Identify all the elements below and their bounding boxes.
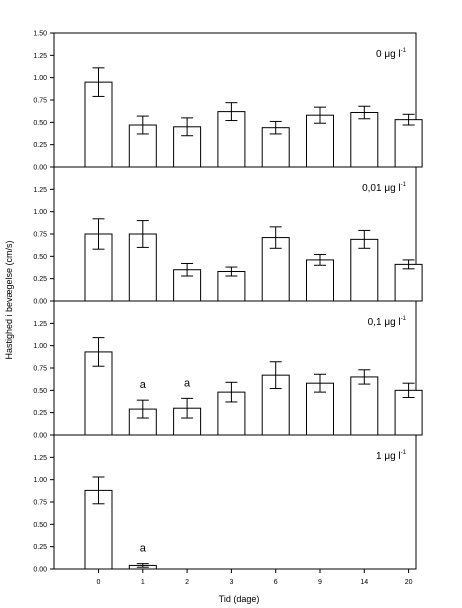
- y-tick-label: 0.50: [33, 388, 47, 395]
- bar: [394, 263, 423, 302]
- concentration-label: 0,01 μg l-1: [362, 182, 407, 194]
- y-axis-title: Hastighed i bevægelse (cm/s): [4, 240, 14, 359]
- concentration-label: 0 μg l-1: [376, 48, 407, 60]
- bar: [306, 114, 334, 168]
- y-tick-label: 0.25: [33, 276, 47, 283]
- panel-3: 0.00 0.25 0.50 0.75 1.00 1.25 a a 0,1 μg l-1: [33, 300, 423, 440]
- y-tick-label: 0.50: [33, 522, 47, 529]
- significance-letter: a: [184, 377, 191, 389]
- x-tick-label: 2: [185, 579, 189, 586]
- y-tick-label: 0.25: [33, 142, 47, 149]
- x-tick-label: 9: [318, 579, 322, 586]
- y-tick-label: 0.50: [33, 254, 47, 261]
- y-tick-label: 0.25: [33, 410, 47, 417]
- y-tick-label: 1.25: [33, 187, 47, 194]
- y-tick-label: 0.75: [33, 232, 47, 239]
- bar: [350, 376, 379, 436]
- y-tick-label: 0.75: [33, 98, 47, 105]
- significance-letter: a: [140, 379, 147, 391]
- y-tick-label: 0.00: [33, 165, 47, 172]
- y-tick-label: 0.00: [33, 299, 47, 306]
- y-tick-label: 0.25: [33, 544, 47, 551]
- panel-2: 0.00 0.25 0.50 0.75 1.00 1.25 0,01 μg l-1: [33, 166, 423, 306]
- bar: [84, 489, 113, 570]
- panel-1: 0.00 0.25 0.50 0.75 1.00 1.25 1.50 0 μg l-1: [33, 31, 423, 172]
- y-tick-label: 0.00: [33, 433, 47, 440]
- x-tick-label: 20: [405, 579, 413, 586]
- chart-panels: 0.000.250.500.751.001.251.500 μg l-10.00…: [33, 31, 423, 586]
- y-tick-label: 0.00: [33, 567, 47, 574]
- y-tick-label: 0.75: [33, 366, 47, 373]
- x-axis-title: Tid (dage): [219, 594, 260, 604]
- bar: [394, 119, 423, 168]
- y-tick-label: 1.00: [33, 209, 47, 216]
- significance-letter: a: [140, 543, 147, 555]
- x-tick-label: 0: [97, 579, 101, 586]
- bar: [306, 259, 334, 302]
- bar: [350, 238, 379, 302]
- y-tick-label: 1.25: [33, 321, 47, 328]
- bar: [350, 112, 379, 168]
- y-tick-label: 0.50: [33, 120, 47, 127]
- x-tick-label: 14: [360, 579, 368, 586]
- y-tick-label: 1.50: [33, 31, 47, 38]
- y-tick-label: 0.75: [33, 500, 47, 507]
- x-axis: 0 1 2 3 6 9 14 20: [97, 569, 413, 586]
- y-tick-label: 1.25: [33, 53, 47, 60]
- y-tick-label: 1.00: [33, 75, 47, 82]
- concentration-label: 0,1 μg l-1: [368, 316, 407, 328]
- panel-4: 0.00 0.25 0.50 0.75 1.00 1.25 a 1 μg l-1: [33, 434, 417, 574]
- x-tick-label: 6: [274, 579, 278, 586]
- y-tick-label: 1.00: [33, 343, 47, 350]
- y-tick-label: 1.00: [33, 477, 47, 484]
- x-tick-label: 3: [229, 579, 233, 586]
- concentration-label: 1 μg l-1: [376, 450, 407, 462]
- x-tick-label: 1: [141, 579, 145, 586]
- y-tick-label: 1.25: [33, 455, 47, 462]
